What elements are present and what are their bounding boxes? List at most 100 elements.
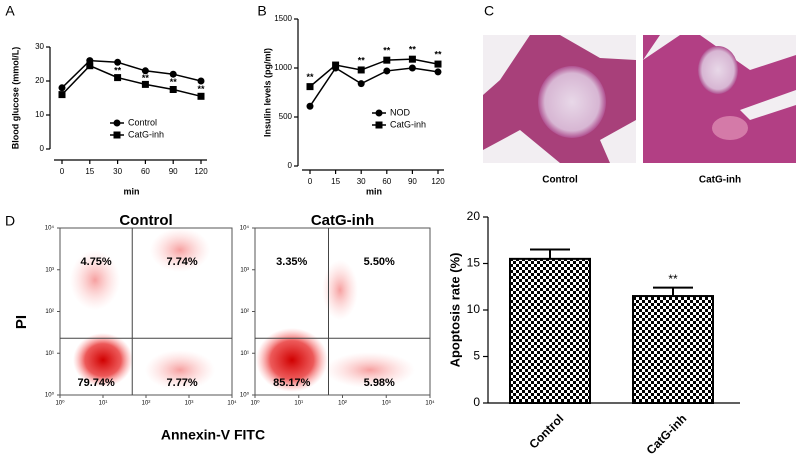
series-line <box>309 66 439 107</box>
x-tick-label: 120 <box>194 167 208 176</box>
flow-density <box>70 228 415 392</box>
marker <box>357 80 365 88</box>
marker <box>306 102 314 110</box>
y-tick-label: 20 <box>467 209 481 223</box>
quadrant-percent: 7.74% <box>167 256 198 268</box>
y-tick-label: 15 <box>467 256 481 270</box>
marker <box>375 109 383 117</box>
x-axis-label: min <box>123 186 139 196</box>
legend-label: CatG-inh <box>390 119 426 129</box>
x-tick-label: 120 <box>431 177 445 186</box>
marker <box>141 80 149 88</box>
annotation: ** <box>434 49 442 59</box>
y-tick-label: 0 <box>40 144 45 153</box>
x-tick-label: 60 <box>141 167 150 176</box>
x-tick-label: CatG-inh <box>644 411 690 457</box>
bar <box>509 257 591 404</box>
legend-label: CatG-inh <box>128 129 164 139</box>
image-caption: Control <box>542 175 578 186</box>
panel-label: C <box>484 3 494 19</box>
quadrant-percent: 5.50% <box>364 256 395 268</box>
x-tick-label: 15 <box>331 177 340 186</box>
y-tick-label: 0 <box>288 161 293 170</box>
marker <box>114 58 122 66</box>
x-axis-label: Annexin-V FITC <box>161 427 265 443</box>
error-bar <box>653 286 693 297</box>
x-tick-label: 30 <box>113 167 122 176</box>
x-axis-label: min <box>366 186 382 196</box>
x-tick-label: 60 <box>382 177 391 186</box>
marker <box>375 121 383 129</box>
panel-label: D <box>5 213 15 229</box>
annotation: ** <box>409 45 417 55</box>
marker <box>58 84 66 92</box>
marker <box>306 83 314 91</box>
x-tick-label: 10³ <box>185 401 194 407</box>
bar <box>632 295 714 404</box>
y-tick-label: 30 <box>35 42 44 51</box>
marker <box>408 64 416 72</box>
annotation: ** <box>383 46 391 56</box>
x-tick-label: Control <box>526 411 566 451</box>
marker <box>332 61 340 69</box>
quadrant-percent: 7.77% <box>167 377 198 389</box>
marker <box>113 119 121 127</box>
x-tick-label: 10² <box>142 401 151 407</box>
panel-label: A <box>5 3 15 19</box>
y-tick-label: 1500 <box>274 14 292 23</box>
y-tick-label: 10¹ <box>45 351 54 357</box>
quadrant-percent: 79.74% <box>77 377 115 389</box>
x-tick-label: 30 <box>357 177 366 186</box>
annotation: ** <box>197 84 205 94</box>
error-bar <box>530 248 570 259</box>
histology-images <box>483 35 796 163</box>
y-tick-label: 10² <box>45 309 54 315</box>
x-tick-label: 0 <box>60 167 65 176</box>
marker <box>197 92 205 100</box>
y-tick-label: 10⁴ <box>45 225 55 232</box>
y-tick-label: 10⁴ <box>240 225 250 232</box>
x-tick-label: 90 <box>169 167 178 176</box>
y-tick-label: 10² <box>240 309 249 315</box>
y-tick-label: 10 <box>467 302 481 316</box>
x-tick-label: 10⁰ <box>55 400 65 407</box>
marker <box>169 86 177 93</box>
y-tick-label: 10 <box>35 110 44 119</box>
marker <box>169 70 177 78</box>
y-axis-label: Apoptosis rate (%) <box>447 253 462 368</box>
x-tick-label: 10¹ <box>99 401 108 407</box>
marker <box>434 60 442 68</box>
y-tick-label: 10⁰ <box>240 392 250 399</box>
x-tick-label: 10⁴ <box>425 400 435 407</box>
marker <box>434 68 442 76</box>
marker <box>383 56 391 64</box>
x-tick-label: 90 <box>408 177 417 186</box>
y-tick-label: 5 <box>473 349 480 363</box>
panel-label: B <box>257 3 266 19</box>
plot-title: Control <box>119 212 172 229</box>
marker <box>357 66 365 74</box>
quadrant-percent: 3.35% <box>276 256 307 268</box>
marker <box>58 91 66 99</box>
series-line <box>61 59 202 89</box>
marker <box>114 74 122 82</box>
legend-label: NOD <box>390 107 411 117</box>
plot-title: CatG-inh <box>311 212 374 229</box>
y-tick-label: 10⁰ <box>45 392 55 399</box>
y-axis-label: Insulin levels (pg/ml) <box>262 48 272 137</box>
marker <box>113 131 121 139</box>
annotation: ** <box>306 72 314 82</box>
legend-label: Control <box>128 117 157 127</box>
x-tick-label: 0 <box>308 177 313 186</box>
x-tick-label: 10³ <box>382 401 391 407</box>
annotation: ** <box>358 55 366 65</box>
y-tick-label: 0 <box>473 395 480 409</box>
marker <box>383 67 391 75</box>
y-tick-label: 10¹ <box>240 351 249 357</box>
x-tick-label: 10² <box>338 401 347 407</box>
annotation: ** <box>114 65 122 75</box>
y-tick-label: 10³ <box>45 267 54 273</box>
marker <box>408 55 416 63</box>
annotation: ** <box>142 73 150 83</box>
